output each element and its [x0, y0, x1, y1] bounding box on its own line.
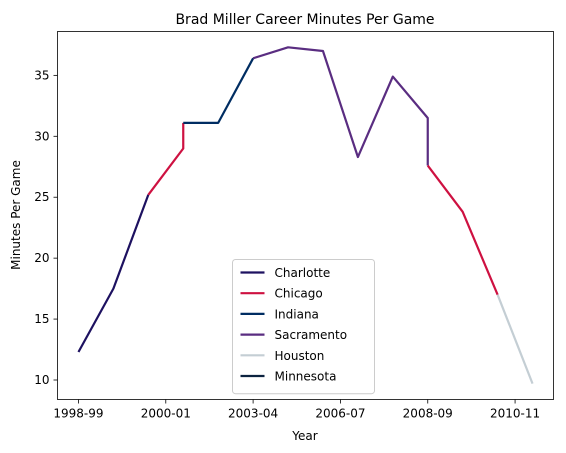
legend: Charlotte Chicago Indiana Sacramento Houston… [233, 260, 375, 394]
legend-label: Indiana [275, 307, 319, 321]
chart-title: Brad Miller Career Minutes Per Game [175, 12, 434, 28]
y-tick-label: 20 [34, 251, 49, 265]
y-tick-label: 10 [34, 373, 49, 387]
y-tick-label: 30 [34, 129, 49, 143]
legend-label: Charlotte [275, 266, 331, 280]
series-line-sacramento-3 [253, 47, 428, 165]
legend-label: Sacramento [275, 328, 348, 342]
y-tick-label: 35 [34, 68, 49, 82]
x-tick-label: 2008-09 [403, 407, 453, 421]
x-tick-label: 2010-11 [490, 407, 540, 421]
y-tick-label: 25 [34, 190, 49, 204]
legend-label: Houston [275, 349, 325, 363]
x-tick-label: 1998-99 [53, 407, 103, 421]
legend-label: Chicago [275, 287, 323, 301]
series-line-indiana-2 [183, 58, 253, 123]
series-line-charlotte-0 [78, 195, 148, 352]
x-tick-label: 2003-04 [228, 407, 278, 421]
series-line-chicago-4 [428, 166, 498, 295]
series-line-chicago-1 [148, 123, 183, 195]
x-tick-label: 2006-07 [315, 407, 365, 421]
series-line-houston-5 [498, 295, 533, 384]
legend-label: Minnesota [275, 370, 337, 384]
y-axis-label: Minutes Per Game [9, 160, 23, 270]
x-tick-label: 2000-01 [141, 407, 191, 421]
x-axis-label: Year [291, 429, 317, 443]
y-tick-label: 15 [34, 312, 49, 326]
